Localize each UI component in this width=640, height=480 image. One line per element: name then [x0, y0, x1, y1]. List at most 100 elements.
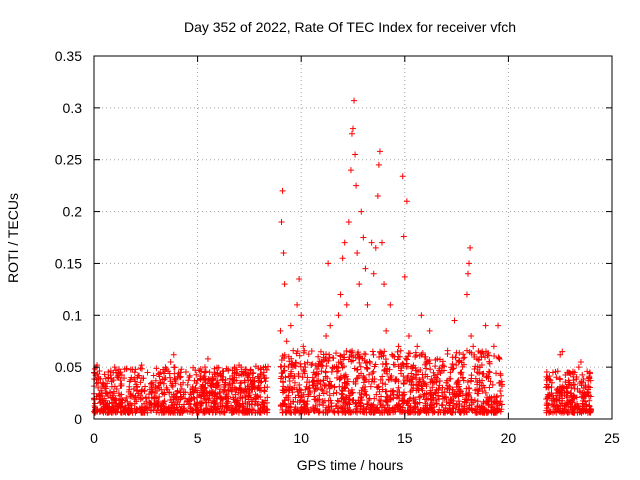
background-point	[161, 408, 168, 415]
data-point	[256, 384, 263, 391]
background-point	[219, 368, 226, 375]
background-point	[298, 404, 305, 411]
background-point	[198, 393, 205, 400]
background-point	[351, 365, 358, 372]
background-point	[193, 387, 200, 394]
background-point	[122, 403, 129, 410]
background-point	[543, 373, 550, 380]
background-point	[367, 359, 374, 366]
background-point	[215, 364, 222, 371]
background-point	[435, 392, 442, 399]
background-point	[485, 408, 492, 415]
background-point	[326, 378, 333, 385]
background-point	[141, 388, 148, 395]
data-point	[345, 218, 352, 225]
background-point	[497, 408, 504, 415]
data-point	[455, 358, 462, 365]
background-point	[213, 373, 220, 380]
background-point	[490, 409, 497, 416]
background-point	[409, 365, 416, 372]
background-point	[435, 409, 442, 416]
background-point	[301, 360, 308, 367]
background-point	[444, 347, 451, 354]
background-point	[327, 397, 334, 404]
data-point	[464, 270, 471, 277]
data-point	[358, 208, 365, 215]
background-point	[459, 363, 466, 370]
x-tick-label: 10	[293, 430, 309, 446]
data-point	[370, 270, 377, 277]
background-point	[305, 351, 312, 358]
background-point	[485, 368, 492, 375]
background-point	[577, 389, 584, 396]
background-point	[174, 409, 181, 416]
background-point	[465, 393, 472, 400]
background-point	[486, 360, 493, 367]
data-point	[281, 281, 288, 288]
background-point	[455, 398, 462, 405]
data-point	[92, 400, 99, 407]
background-point	[237, 395, 244, 402]
background-point	[246, 400, 253, 407]
background-point	[564, 400, 571, 407]
background-point	[436, 382, 443, 389]
background-point	[349, 347, 356, 354]
x-tick-label: 15	[397, 430, 413, 446]
background-point	[366, 371, 373, 378]
data-point	[372, 244, 379, 251]
background-point	[158, 386, 165, 393]
background-point	[333, 389, 340, 396]
background-point	[420, 407, 427, 414]
background-point	[134, 387, 141, 394]
background-point	[335, 408, 342, 415]
data-point	[352, 151, 359, 158]
background-point	[143, 398, 150, 405]
background-point	[201, 369, 208, 376]
background-point	[564, 369, 571, 376]
background-point	[304, 393, 311, 400]
background-point	[315, 409, 322, 416]
y-tick-label: 0.2	[63, 204, 83, 220]
data-point	[318, 358, 325, 365]
chart-title: Day 352 of 2022, Rate Of TEC Index for r…	[184, 19, 516, 35]
data-point	[157, 369, 164, 376]
background-point	[413, 381, 420, 388]
data-point	[260, 369, 267, 376]
background-point	[153, 365, 160, 372]
background-point	[582, 383, 589, 390]
background-point	[117, 377, 124, 384]
background-point	[220, 373, 227, 380]
background-point	[265, 363, 272, 370]
background-point	[114, 408, 121, 415]
background-point	[355, 351, 362, 358]
background-point	[453, 380, 460, 387]
background-point	[278, 370, 285, 377]
background-point	[210, 376, 217, 383]
background-point	[558, 400, 565, 407]
data-point	[577, 358, 584, 365]
background-point	[562, 378, 569, 385]
data-point	[401, 273, 408, 280]
data-point	[584, 390, 591, 397]
background-point	[438, 389, 445, 396]
background-point	[467, 396, 474, 403]
background-point	[245, 393, 252, 400]
data-point	[105, 374, 112, 381]
data-point	[443, 379, 450, 386]
background-point	[479, 371, 486, 378]
background-point	[372, 361, 379, 368]
background-point	[374, 404, 381, 411]
data-point	[138, 362, 145, 369]
background-point	[498, 392, 505, 399]
background-point	[211, 370, 218, 377]
axis-ticks	[93, 55, 613, 420]
background-point	[484, 352, 491, 359]
background-point	[574, 385, 581, 392]
data-point	[207, 390, 214, 397]
background-point	[485, 396, 492, 403]
background-point	[369, 348, 376, 355]
background-point	[144, 369, 151, 376]
background-point	[156, 373, 163, 380]
background-point	[584, 368, 591, 375]
background-point	[407, 409, 414, 416]
